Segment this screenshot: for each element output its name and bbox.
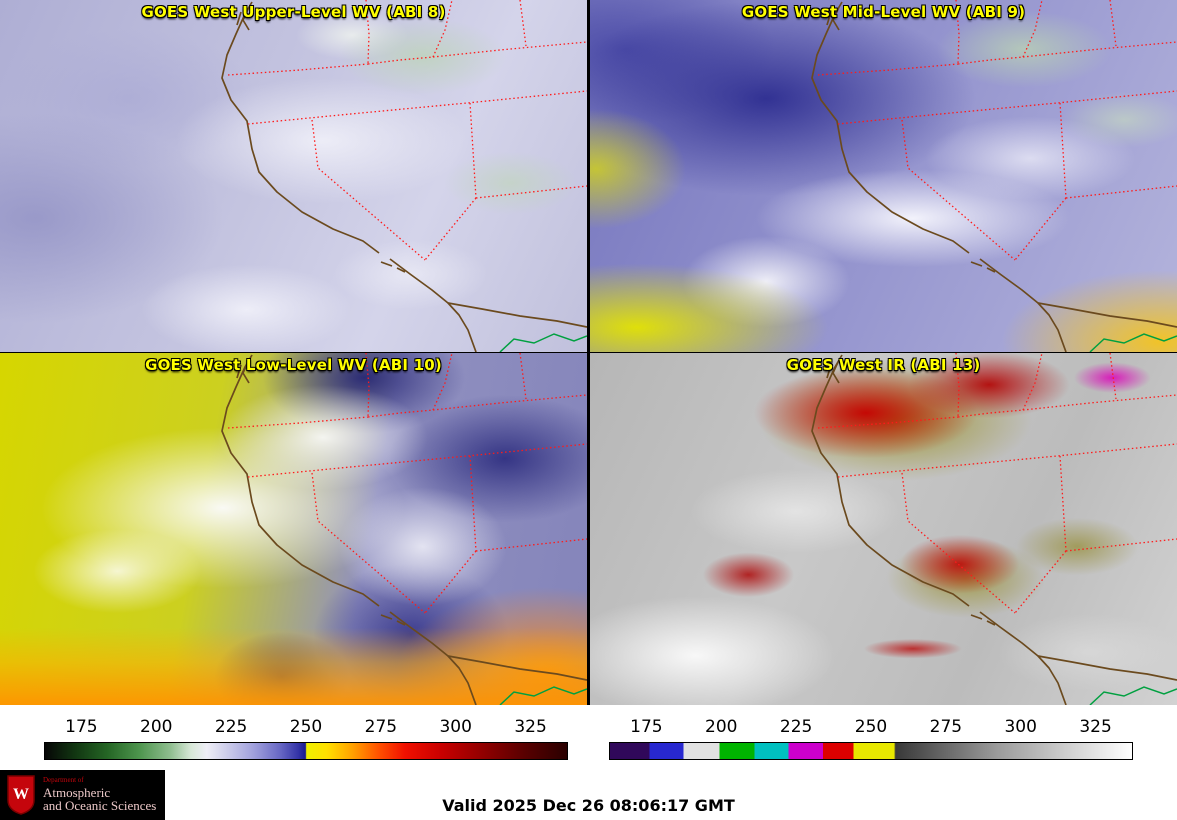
footer: W Department of Atmospheric and Oceanic … [0, 770, 1177, 820]
colorbar-ticks: 175 200 225 250 275 300 325 [44, 715, 568, 742]
valid-timestamp: Valid 2025 Dec 26 08:06:17 GMT [442, 796, 735, 815]
panel-title: GOES West Low-Level WV (ABI 10) [145, 356, 442, 374]
satellite-image-upper-wv [0, 0, 587, 352]
satellite-image-low-wv [0, 353, 587, 705]
panels-grid: GOES West Upper-Level WV (ABI 8) GOES We… [0, 0, 1177, 705]
panel-title: GOES West Upper-Level WV (ABI 8) [141, 3, 446, 21]
tick-label: 300 [439, 717, 472, 737]
panel-title: GOES West IR (ABI 13) [786, 356, 981, 374]
logo-dept-line2: and Oceanic Sciences [43, 798, 157, 814]
satellite-image-mid-wv [590, 0, 1177, 352]
logo-dept-prefix: Department of [43, 776, 84, 785]
tick-label: 325 [514, 717, 547, 737]
logo-dept-line1: Atmospheric [43, 784, 111, 800]
colorbar-ir: 175 200 225 250 275 300 325 [609, 715, 1133, 760]
crest-monogram: W [13, 786, 29, 803]
tick-label: 225 [214, 717, 248, 737]
tick-label: 200 [705, 717, 738, 737]
uw-crest-icon: W [7, 775, 35, 815]
map-overlay [811, 353, 1177, 705]
colorbar-gradient-ir [609, 742, 1133, 760]
colorbar-ticks: 175 200 225 250 275 300 325 [609, 715, 1133, 742]
panel-mid-level-wv: GOES West Mid-Level WV (ABI 9) [590, 0, 1177, 352]
tick-label: 250 [289, 717, 323, 737]
uw-aos-logo: W Department of Atmospheric and Oceanic … [0, 770, 165, 820]
tick-label: 225 [779, 717, 813, 737]
tick-label: 175 [65, 717, 98, 737]
colorbar-wv: 175 200 225 250 275 300 325 [44, 715, 568, 760]
colorbar-gradient-wv [44, 742, 568, 760]
panel-ir: GOES West IR (ABI 13) [590, 353, 1177, 705]
panel-upper-level-wv: GOES West Upper-Level WV (ABI 8) [0, 0, 587, 352]
tick-label: 175 [630, 717, 663, 737]
panel-low-level-wv: GOES West Low-Level WV (ABI 10) [0, 353, 587, 705]
tick-label: 325 [1079, 717, 1112, 737]
tick-label: 200 [140, 717, 173, 737]
tick-label: 300 [1004, 717, 1037, 737]
satellite-image-ir [590, 353, 1177, 705]
map-overlay [811, 0, 1177, 352]
logo-text: Department of Atmospheric and Oceanic Sc… [43, 776, 157, 814]
colorbar-row: 175 200 225 250 275 300 325 175 200 225 … [0, 705, 1177, 770]
tick-label: 275 [929, 717, 963, 737]
tick-label: 250 [854, 717, 888, 737]
map-overlay [221, 0, 587, 352]
map-overlay [221, 353, 587, 705]
tick-label: 275 [364, 717, 398, 737]
panel-title: GOES West Mid-Level WV (ABI 9) [741, 3, 1026, 21]
